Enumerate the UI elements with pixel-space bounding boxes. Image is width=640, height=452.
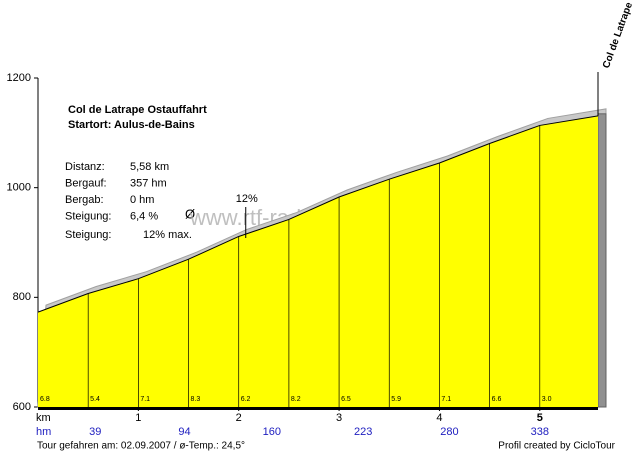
x-tick-label: 2 <box>236 412 242 424</box>
chart-subtitle: Startort: Aulus-de-Bains <box>68 119 195 131</box>
gradient-label: 3.0 <box>542 396 552 403</box>
info-label: Distanz: <box>65 161 105 173</box>
avg-symbol: Ø <box>185 206 195 221</box>
profile-area <box>38 115 598 408</box>
gradient-label: 5.9 <box>391 396 401 403</box>
gradient-label: 6.2 <box>241 396 251 403</box>
climb-label: 223 <box>354 426 372 438</box>
y-tick-label: 600 <box>13 401 31 413</box>
gradient-label: 5.4 <box>90 396 100 403</box>
climb-label: 338 <box>531 426 549 438</box>
side-face <box>597 113 607 408</box>
y-tick-label: 1200 <box>7 72 31 84</box>
climb-label: hm <box>36 426 51 438</box>
chart-title: Col de Latrape Ostauffahrt <box>68 104 207 116</box>
info-label: Steigung: <box>65 229 111 241</box>
climb-label: 39 <box>89 426 101 438</box>
climb-label: 280 <box>440 426 458 438</box>
x-axis-label: km <box>36 412 51 424</box>
base-strip <box>38 407 598 410</box>
info-value: 357 hm <box>130 177 167 189</box>
gradient-label: 7.1 <box>441 396 451 403</box>
info-value: 12% max. <box>143 229 192 241</box>
x-tick-label: 3 <box>336 412 342 424</box>
gradient-label: 6.5 <box>341 396 351 403</box>
y-tick-label: 800 <box>13 291 31 303</box>
info-value: 5,58 km <box>130 161 169 173</box>
gradient-label: 6.6 <box>492 396 502 403</box>
gradient-label: 7.1 <box>140 396 150 403</box>
info-value: 6,4 % <box>130 210 158 222</box>
info-label: Steigung: <box>65 210 111 222</box>
profile-line <box>37 115 599 313</box>
footer-left: Tour gefahren am: 02.09.2007 / ø-Temp.: … <box>37 441 245 452</box>
x-tick-label: 5 <box>537 412 543 424</box>
info-value: 0 hm <box>130 194 154 206</box>
footer-right: Profil created by CicloTour <box>498 441 615 452</box>
gradient-label: 6.8 <box>40 396 50 403</box>
gradient-label: 8.2 <box>291 396 301 403</box>
y-tick-label: 1000 <box>7 182 31 194</box>
gradient-label: 8.3 <box>191 396 201 403</box>
climb-label: 160 <box>263 426 281 438</box>
climb-label: 94 <box>178 426 190 438</box>
info-label: Bergab: <box>65 194 104 206</box>
summit-label: Col de Latrape <box>601 0 635 69</box>
max-marker-label: 12% <box>236 193 258 205</box>
info-label: Bergauf: <box>65 177 107 189</box>
x-tick-label: 4 <box>436 412 442 424</box>
x-tick-label: 1 <box>135 412 141 424</box>
